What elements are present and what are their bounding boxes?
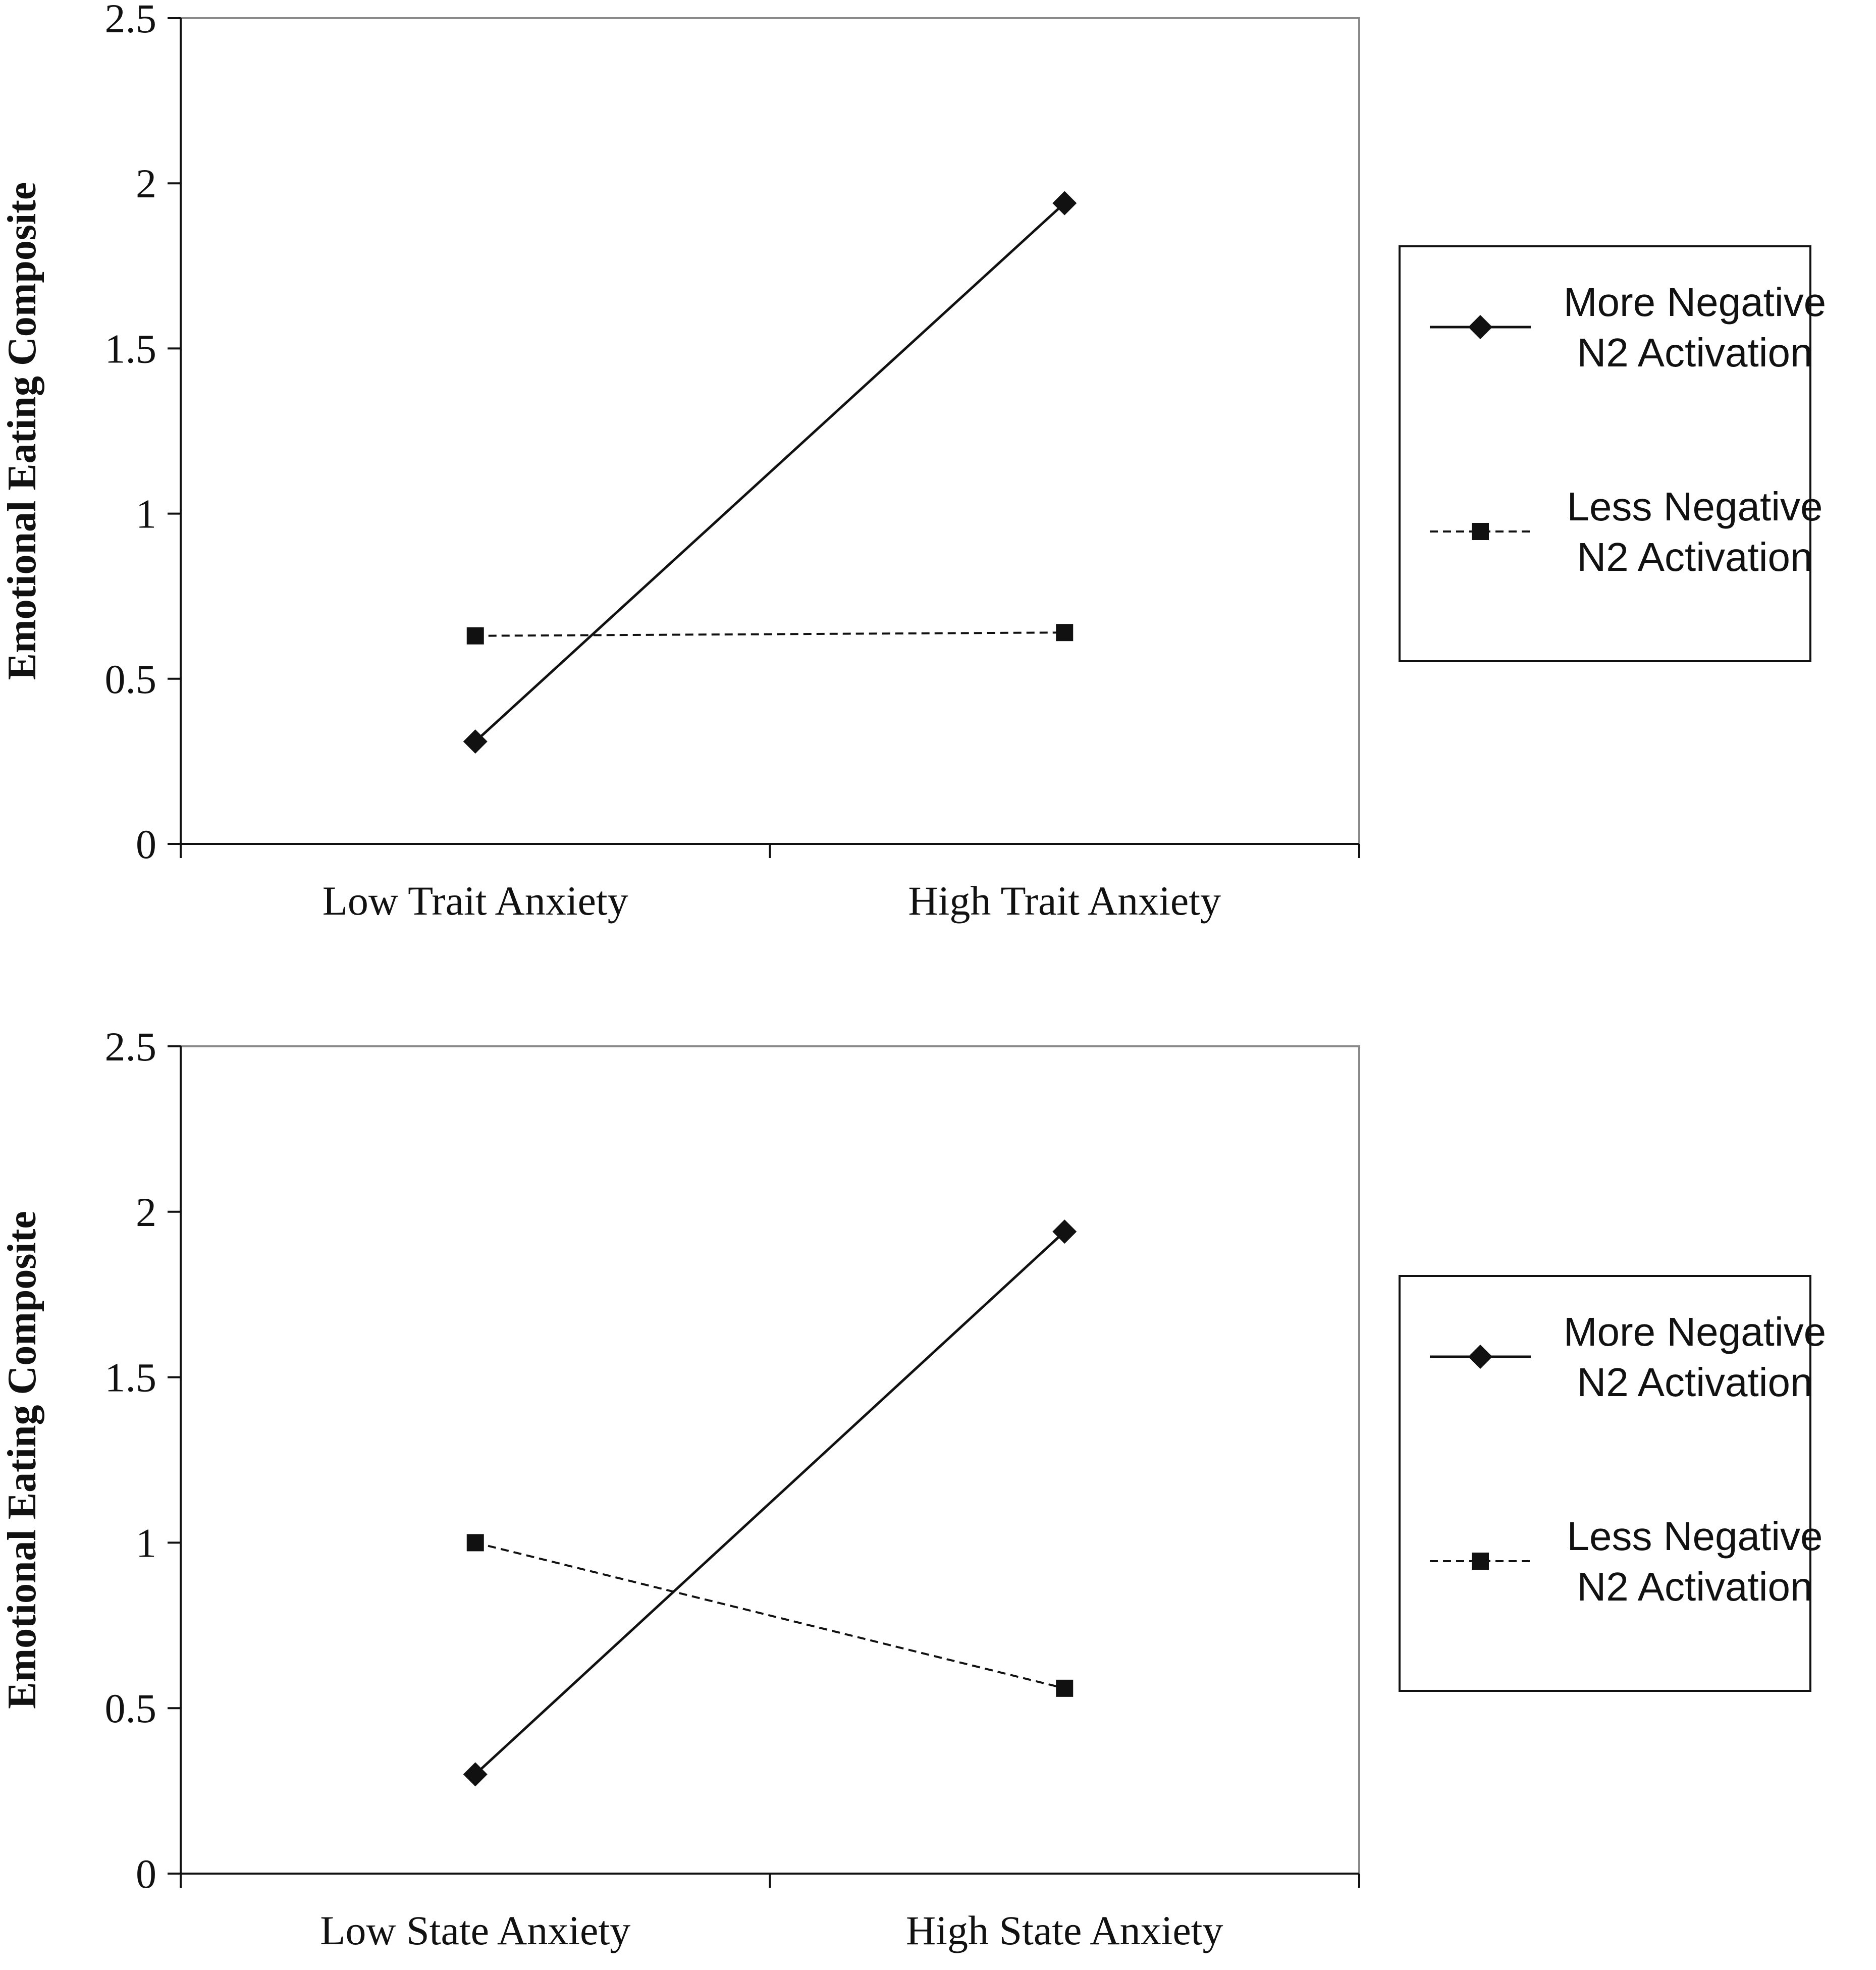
y-axis-label: Emotional Eating Composite [0, 182, 44, 680]
series-line [474, 202, 1065, 742]
y-tick-label: 2 [136, 161, 156, 206]
legend-label: N2 Activation [1577, 330, 1813, 375]
legend-label: N2 Activation [1577, 1564, 1813, 1609]
data-point [466, 1534, 484, 1552]
legend-marker [1468, 315, 1492, 339]
x-tick-label: Low State Anxiety [320, 1907, 630, 1953]
legend-label: More Negative [1564, 1309, 1826, 1354]
series-line [475, 1541, 1065, 1689]
chart-panel-2: 0 0.5 1 1.5 2 2.5 Low State Anxiety High State … [0, 1024, 1826, 1953]
x-tick-label: High State Anxiety [906, 1907, 1223, 1953]
legend-entry: More Negative N2 Activation [1430, 280, 1826, 375]
series-less-negative [466, 1534, 1074, 1697]
series-more-negative [463, 191, 1077, 754]
legend-entry: More Negative N2 Activation [1430, 1309, 1826, 1405]
series-line [475, 631, 1065, 637]
legend-label: More Negative [1564, 280, 1826, 325]
data-point [1056, 624, 1074, 642]
legend: More Negative N2 Activation Less Negative N… [1399, 1275, 1826, 1692]
data-point [1056, 1679, 1074, 1697]
y-tick-label: 1 [136, 491, 156, 537]
legend-entry: Less Negative N2 Activation [1430, 484, 1823, 579]
x-tick-label: High Trait Anxiety [908, 878, 1221, 924]
y-tick-label: 1.5 [105, 326, 157, 371]
data-point [463, 1762, 488, 1787]
legend-marker [1472, 1553, 1489, 1570]
data-point [1052, 1219, 1077, 1244]
legend-label: N2 Activation [1577, 1360, 1813, 1405]
series-line [474, 1231, 1065, 1776]
legend-marker [1472, 523, 1489, 540]
legend-label: Less Negative [1567, 484, 1823, 529]
legend-label: N2 Activation [1577, 535, 1813, 579]
legend-entry: Less Negative N2 Activation [1430, 1514, 1823, 1609]
x-tick-label: Low Trait Anxiety [323, 878, 628, 924]
legend-box [1399, 1275, 1811, 1692]
legend-label: Less Negative [1567, 1514, 1823, 1559]
legend-marker [1468, 1345, 1492, 1369]
series-more-negative [463, 1219, 1077, 1787]
data-point [463, 729, 488, 754]
y-tick-label: 0 [136, 1851, 156, 1897]
y-axis-label: Emotional Eating Composite [0, 1211, 44, 1709]
y-tick-label: 0 [136, 821, 156, 867]
y-tick-label: 2.5 [105, 0, 157, 41]
y-tick-label: 2 [136, 1189, 156, 1235]
data-point [1052, 191, 1077, 216]
series-less-negative [466, 624, 1074, 645]
y-tick-label: 0.5 [105, 1685, 157, 1731]
chart-panel-1: 0 0.5 1 1.5 2 2.5 Low Trait Anxiety High Trait … [0, 0, 1826, 924]
y-tick-label: 1.5 [105, 1355, 157, 1401]
y-tick-label: 0.5 [105, 656, 157, 702]
legend-box [1399, 245, 1811, 662]
data-point [466, 627, 484, 645]
y-tick-label: 1 [136, 1520, 156, 1566]
y-tick-label: 2.5 [105, 1024, 157, 1070]
legend: More Negative N2 Activation Less Negative N… [1399, 245, 1826, 662]
